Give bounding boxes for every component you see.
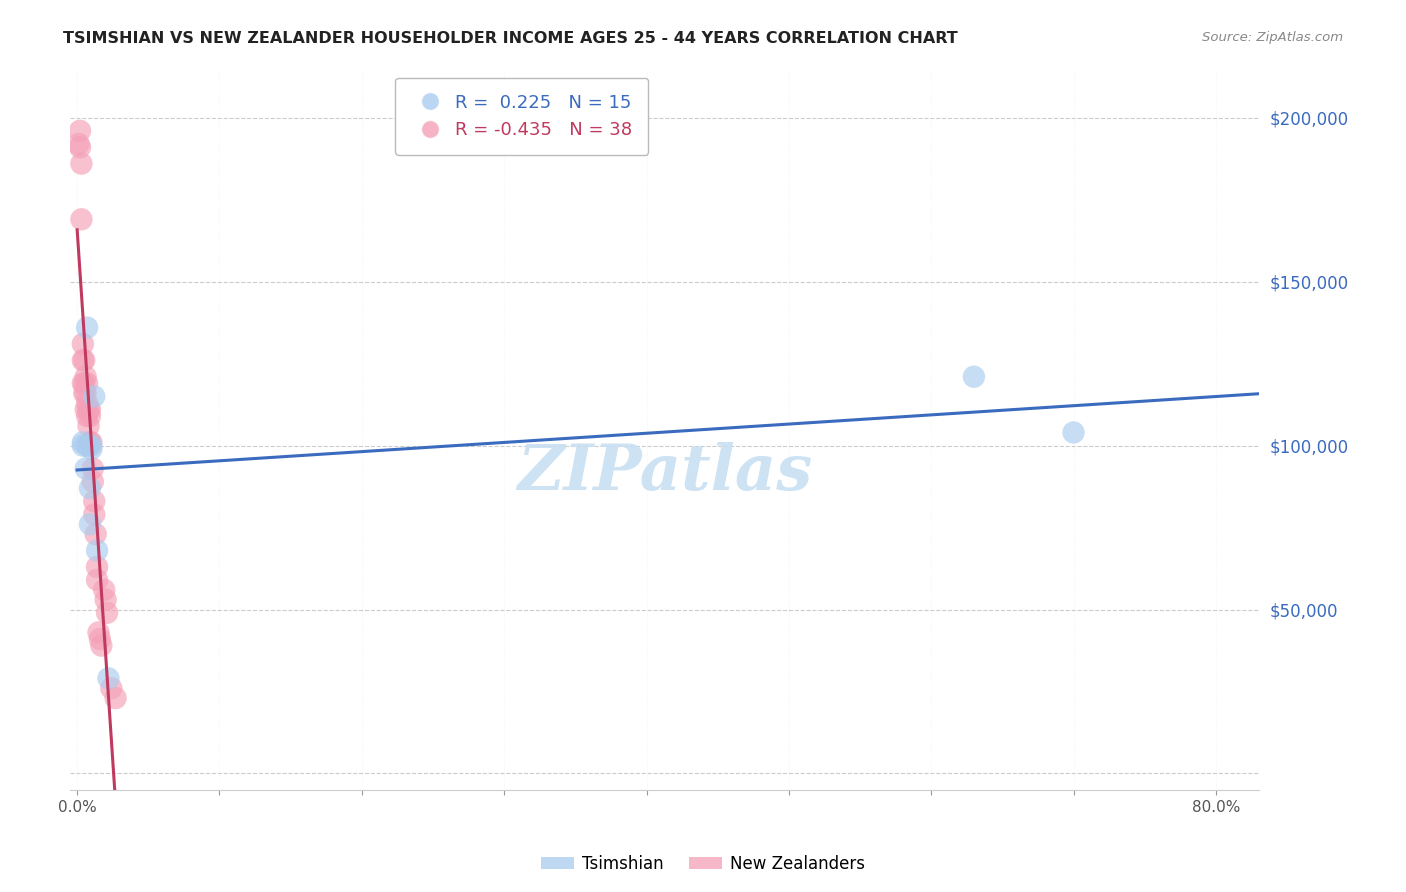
Point [73, 353, 96, 368]
Text: ZIPatlas: ZIPatlas [516, 442, 811, 503]
Point [79, 435, 101, 450]
Point [76, 409, 98, 423]
Point [75, 369, 97, 384]
Point [963, 369, 986, 384]
Point [100, 681, 122, 696]
Text: TSIMSHIAN VS NEW ZEALANDER HOUSEHOLDER INCOME AGES 25 - 44 YEARS CORRELATION CHA: TSIMSHIAN VS NEW ZEALANDER HOUSEHOLDER I… [63, 31, 957, 46]
Point [69, 124, 91, 138]
Point [79, 409, 101, 423]
Text: Source: ZipAtlas.com: Source: ZipAtlas.com [1202, 31, 1343, 45]
Point [77, 418, 100, 433]
Point [80, 435, 103, 450]
Point [83, 494, 105, 508]
Point [77, 402, 100, 417]
Point [77, 439, 100, 453]
Point [76, 376, 98, 391]
Point [79, 517, 101, 532]
Point [69, 140, 91, 154]
Point [94, 592, 117, 607]
Point [79, 481, 101, 495]
Point [86, 560, 108, 574]
Point [104, 691, 127, 706]
Point [1063, 425, 1085, 440]
Point [89, 632, 111, 646]
Point [73, 376, 96, 391]
Point [83, 508, 105, 522]
Point [79, 402, 101, 417]
Legend: R =  0.225   N = 15, R = -0.435   N = 38: R = 0.225 N = 15, R = -0.435 N = 38 [395, 78, 648, 155]
Point [70, 212, 93, 227]
Point [86, 543, 108, 558]
Point [67, 136, 90, 151]
Point [83, 389, 105, 403]
Point [73, 386, 96, 401]
Point [72, 435, 94, 450]
Point [76, 320, 98, 334]
Point [82, 461, 104, 475]
Point [93, 582, 115, 597]
Point [86, 573, 108, 587]
Point [75, 402, 97, 417]
Point [72, 376, 94, 391]
Point [97, 671, 120, 685]
Point [82, 475, 104, 489]
Point [75, 386, 97, 401]
Point [72, 337, 94, 351]
Point [84, 527, 107, 541]
Point [76, 396, 98, 410]
Point [76, 439, 98, 453]
Point [90, 639, 112, 653]
Point [96, 606, 118, 620]
Point [80, 442, 103, 456]
Point [70, 156, 93, 170]
Legend: Tsimshian, New Zealanders: Tsimshian, New Zealanders [534, 848, 872, 880]
Point [87, 625, 110, 640]
Point [75, 461, 97, 475]
Point [72, 353, 94, 368]
Point [72, 439, 94, 453]
Point [80, 439, 103, 453]
